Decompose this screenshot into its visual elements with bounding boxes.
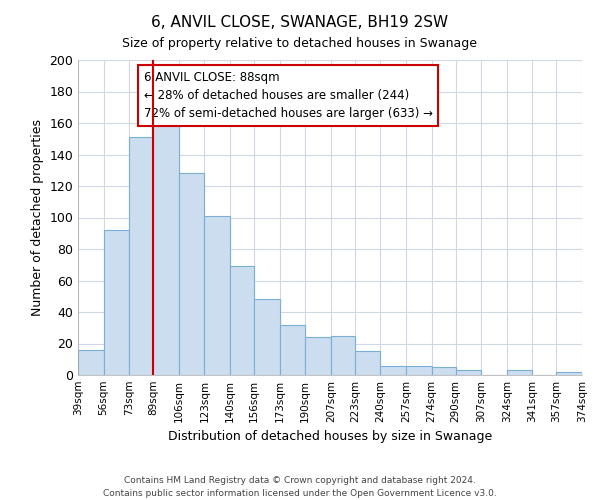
Bar — [380, 366, 406, 375]
Bar — [406, 366, 431, 375]
Bar — [331, 336, 355, 375]
Text: 6, ANVIL CLOSE, SWANAGE, BH19 2SW: 6, ANVIL CLOSE, SWANAGE, BH19 2SW — [151, 15, 449, 30]
Bar — [507, 370, 532, 375]
Bar — [305, 337, 331, 375]
Bar — [179, 174, 205, 375]
Bar — [153, 115, 179, 375]
Bar — [205, 216, 230, 375]
Bar — [455, 370, 481, 375]
X-axis label: Distribution of detached houses by size in Swanage: Distribution of detached houses by size … — [168, 430, 492, 444]
Bar — [254, 300, 280, 375]
Bar — [556, 372, 582, 375]
Text: Size of property relative to detached houses in Swanage: Size of property relative to detached ho… — [122, 38, 478, 51]
Bar — [230, 266, 254, 375]
Bar — [129, 137, 153, 375]
Bar — [78, 350, 104, 375]
Bar — [104, 230, 129, 375]
Text: Contains HM Land Registry data © Crown copyright and database right 2024.
Contai: Contains HM Land Registry data © Crown c… — [103, 476, 497, 498]
Bar — [355, 352, 380, 375]
Text: 6 ANVIL CLOSE: 88sqm
← 28% of detached houses are smaller (244)
72% of semi-deta: 6 ANVIL CLOSE: 88sqm ← 28% of detached h… — [143, 71, 433, 120]
Bar — [431, 367, 455, 375]
Y-axis label: Number of detached properties: Number of detached properties — [31, 119, 44, 316]
Bar — [280, 324, 305, 375]
